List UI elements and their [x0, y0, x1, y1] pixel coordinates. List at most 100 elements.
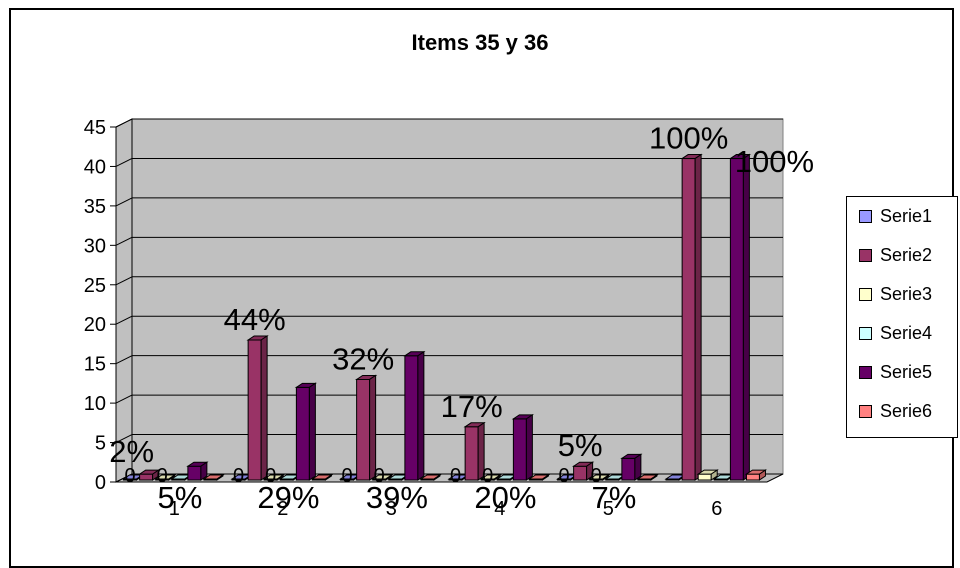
bar-side [602, 474, 610, 481]
data-label: 0 [157, 465, 168, 487]
data-label: 32% [332, 341, 394, 376]
bar-side [152, 469, 160, 481]
y-tick-label: 10 [84, 393, 106, 415]
legend-item-serie5: Serie5 [859, 361, 932, 383]
bar-side [758, 469, 766, 481]
bar-front [404, 355, 419, 481]
legend-swatch [859, 326, 872, 340]
y-tick-label: 25 [84, 275, 106, 297]
data-label: 5% [558, 428, 603, 463]
bar-side [694, 153, 702, 481]
bar-front [745, 473, 760, 481]
bar-side [200, 461, 208, 481]
bar-side [742, 153, 750, 481]
bar-serie3-2 [262, 474, 285, 481]
bar-front [187, 465, 202, 481]
bar-serie5-6 [728, 153, 752, 481]
bar-serie2-5 [571, 461, 595, 481]
y-tick-label: 40 [84, 156, 106, 178]
gridline-depth [115, 394, 133, 404]
data-label: 17% [441, 389, 503, 424]
gridline-depth [115, 197, 133, 207]
bar-side [477, 421, 485, 481]
bar-side [710, 469, 718, 481]
bar-serie3-4 [479, 474, 502, 481]
y-tick-label: 30 [84, 235, 106, 257]
bar-serie6-1 [202, 474, 225, 481]
bar-serie2-3 [354, 374, 378, 481]
y-tick-label: 45 [84, 117, 106, 139]
legend-swatch [859, 365, 872, 379]
gridline-depth [115, 355, 133, 365]
bar-side [525, 413, 533, 481]
legend-item-serie3: Serie3 [859, 283, 932, 305]
bar-serie5-3 [403, 350, 426, 481]
bar-serie2-2 [246, 335, 269, 481]
plot-area: 05101520253035404502%05%1044%029%2032%03… [84, 117, 814, 520]
gridline-depth [115, 434, 133, 444]
data-label: 20% [474, 480, 536, 515]
data-label: 39% [366, 480, 428, 515]
data-label: 0 [265, 465, 276, 487]
legend-label: Serie6 [880, 400, 933, 421]
y-tick-label: 15 [84, 354, 106, 376]
bar-front [139, 473, 154, 481]
bar-front [512, 418, 527, 481]
bar-serie5-2 [294, 382, 318, 481]
bar-side [541, 474, 549, 481]
bar-side [369, 374, 377, 481]
bar-serie6-6 [744, 469, 768, 481]
bar-side [586, 461, 594, 481]
legend-item-serie2: Serie2 [859, 244, 932, 266]
legend-label: Serie4 [880, 322, 933, 343]
legend-label: Serie5 [880, 361, 933, 382]
bar-side [634, 453, 642, 481]
bar-serie5-5 [620, 453, 643, 481]
legend-swatch [859, 248, 872, 262]
bar-front [621, 457, 636, 481]
data-label: 2% [109, 434, 154, 469]
bar-serie3-6 [696, 469, 719, 481]
bar-serie6-3 [419, 474, 442, 481]
bar-serie2-6 [680, 153, 703, 481]
side-wall [115, 118, 133, 483]
bar-side [493, 474, 501, 481]
data-label: 29% [257, 480, 319, 515]
bar-serie2-1 [137, 469, 161, 481]
data-label: 7% [591, 480, 636, 515]
y-tick-label: 35 [84, 196, 106, 218]
x-tick-label: 6 [711, 498, 722, 520]
bar-front [464, 426, 479, 481]
legend: Serie1 Serie2 Serie3 Serie4 Serie5 Serie6 [846, 196, 958, 438]
bar-serie5-4 [511, 413, 535, 481]
bar-side [417, 350, 425, 481]
chart-title: Items 35 y 36 [411, 30, 549, 55]
legend-swatch [859, 209, 872, 223]
legend-swatch [859, 404, 872, 418]
legend-swatch [859, 287, 872, 301]
bar-serie5-1 [186, 461, 209, 481]
gridline-depth [115, 315, 133, 325]
bar-side [385, 474, 393, 481]
bar-front [247, 339, 262, 481]
bar-serie3-5 [588, 474, 611, 481]
data-label: 0 [124, 465, 135, 487]
bar-side [260, 335, 268, 481]
bar-side [308, 382, 316, 481]
x-tick-label: 1 [169, 498, 180, 520]
data-label: 0 [482, 465, 493, 487]
gridline-depth [115, 157, 133, 167]
data-label: 0 [558, 465, 569, 487]
bar-side [433, 474, 441, 481]
data-label: 100% [649, 121, 728, 156]
legend-label: Serie2 [880, 244, 933, 265]
y-tick-label: 5 [95, 433, 106, 455]
bar-serie2-4 [463, 421, 486, 481]
legend-item-serie1: Serie1 [859, 205, 932, 227]
bar-front [573, 465, 588, 481]
data-label: 5% [157, 480, 202, 515]
gridline-depth [115, 236, 133, 246]
bar-front [697, 473, 712, 481]
x-tick-label: 2 [277, 498, 288, 520]
legend-item-serie4: Serie4 [859, 322, 932, 344]
